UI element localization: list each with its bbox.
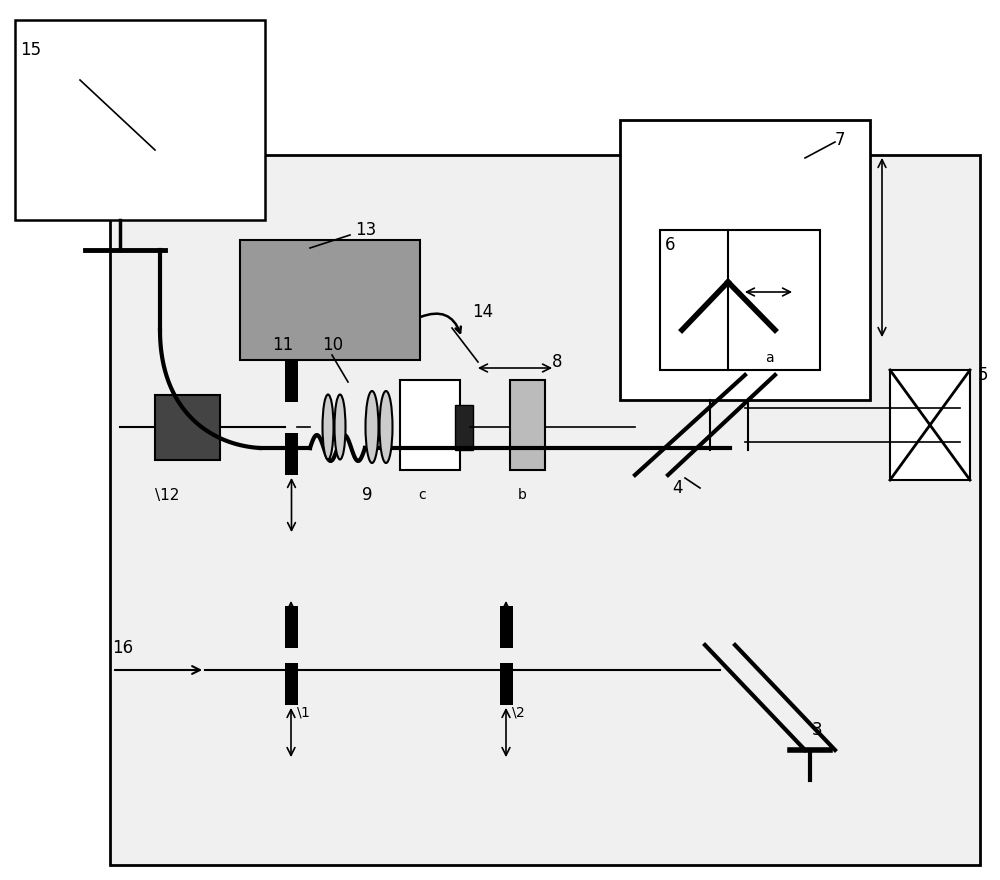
Ellipse shape [366,391,379,463]
Ellipse shape [380,391,393,463]
Ellipse shape [335,394,346,459]
Text: 5: 5 [978,366,988,384]
Bar [285,433,298,475]
Text: b: b [518,488,527,502]
Text: 6: 6 [665,236,676,254]
Text: \12: \12 [155,488,179,502]
Ellipse shape [323,394,334,459]
Bar [285,606,298,648]
Bar [500,606,512,648]
Bar [285,360,298,402]
Text: 3: 3 [812,721,823,739]
Bar [400,380,460,470]
Text: 7: 7 [835,131,846,149]
Bar [890,370,970,480]
Text: 16: 16 [112,639,133,657]
Bar [500,663,512,705]
Bar [110,155,980,865]
Text: a: a [765,351,774,365]
Text: 8: 8 [552,353,562,371]
Text: 13: 13 [355,221,376,239]
Text: 10: 10 [322,336,343,354]
Text: 15: 15 [20,41,41,59]
Bar [285,663,298,705]
Bar [510,380,545,470]
Text: $\backslash$2: $\backslash$2 [511,705,525,720]
Bar [155,395,220,460]
Bar [15,20,265,220]
Text: 9: 9 [362,486,373,504]
Bar [660,230,820,370]
Bar [455,405,473,450]
Bar [240,240,420,360]
Text: 14: 14 [472,303,493,321]
Text: $\backslash$1: $\backslash$1 [296,705,310,720]
Bar [620,120,870,400]
Text: 4: 4 [672,479,682,497]
Text: 11: 11 [272,336,293,354]
Text: c: c [418,488,426,502]
